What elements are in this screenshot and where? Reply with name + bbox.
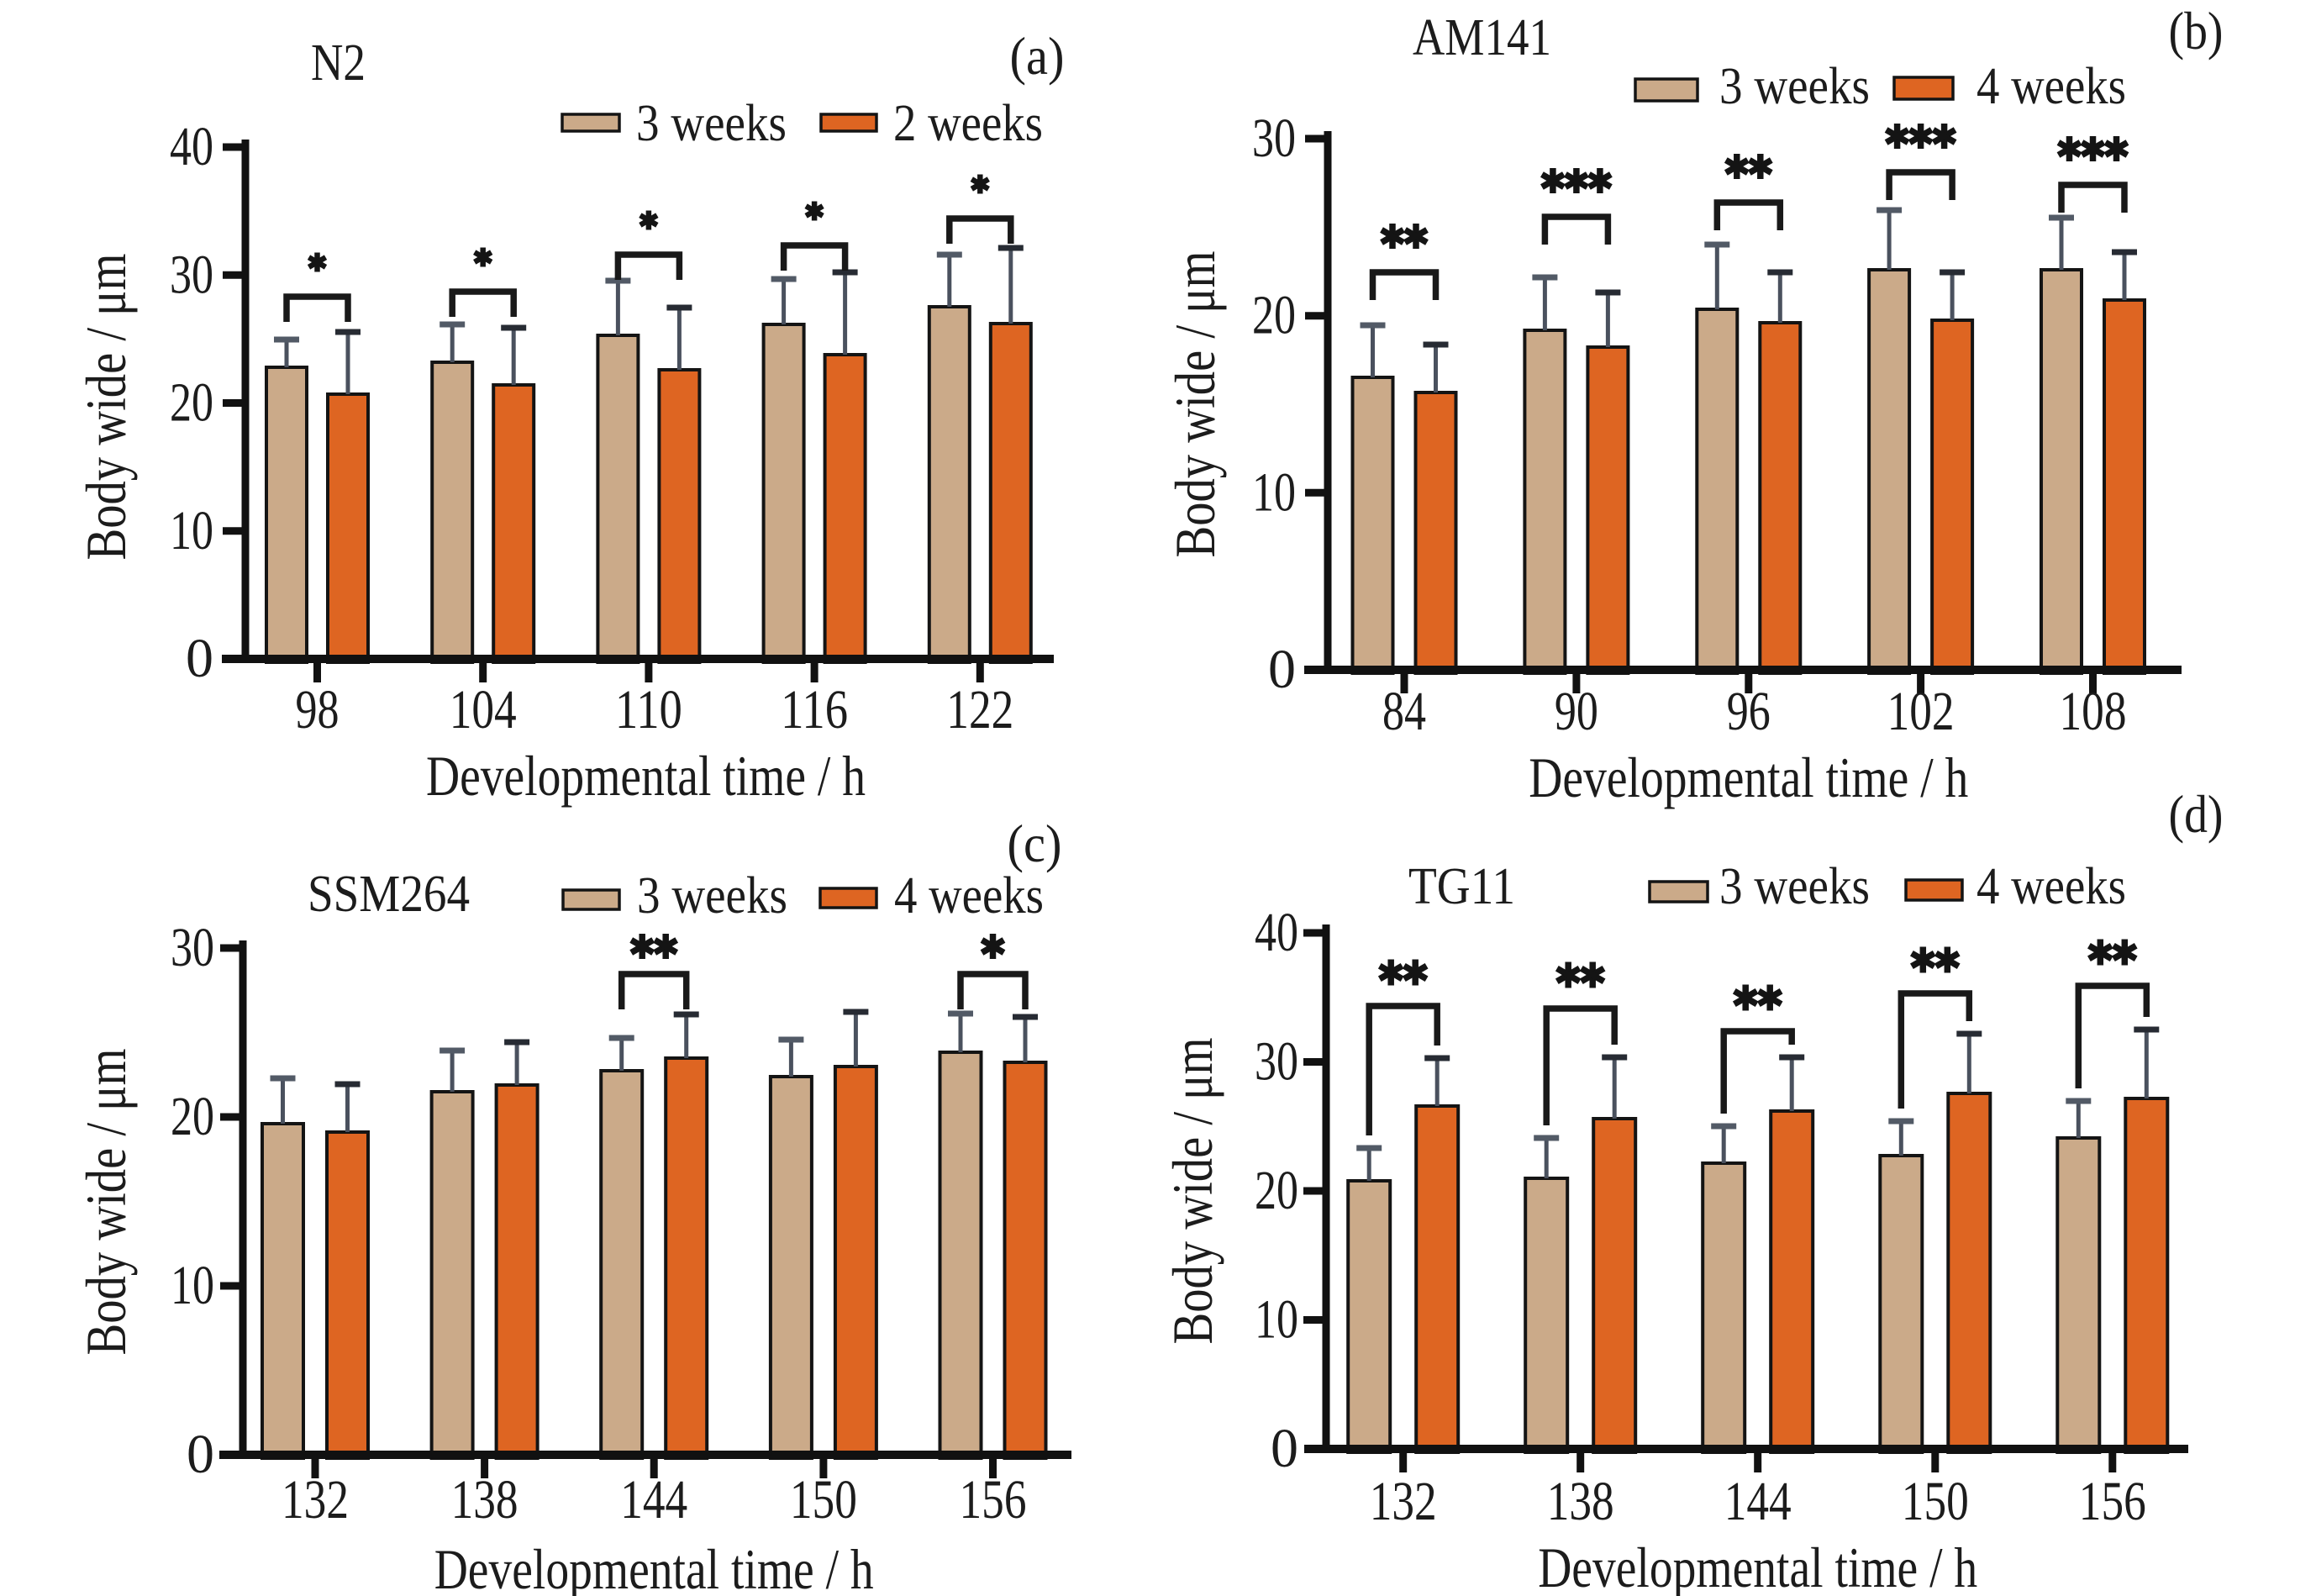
svg-text:0: 0 xyxy=(187,1424,214,1485)
svg-text:4 weeks: 4 weeks xyxy=(894,867,1044,924)
svg-text:30: 30 xyxy=(1252,108,1296,169)
svg-text:4 weeks: 4 weeks xyxy=(1976,58,2126,115)
svg-text:40: 40 xyxy=(1255,902,1298,963)
svg-text:(c): (c) xyxy=(1008,814,1062,873)
svg-text:150: 150 xyxy=(1902,1471,1969,1532)
svg-text:144: 144 xyxy=(620,1469,687,1530)
svg-text:0: 0 xyxy=(186,628,213,689)
svg-text:90: 90 xyxy=(1555,681,1598,742)
svg-text:3 weeks: 3 weeks xyxy=(1719,858,1870,915)
svg-text:0: 0 xyxy=(1271,1418,1298,1479)
svg-text:3 weeks: 3 weeks xyxy=(636,95,787,152)
svg-text:30: 30 xyxy=(170,244,213,305)
svg-text:Developmental time / h: Developmental time / h xyxy=(426,744,866,808)
svg-text:138: 138 xyxy=(451,1469,518,1530)
svg-text:96: 96 xyxy=(1727,681,1771,742)
svg-text:N2: N2 xyxy=(311,34,366,92)
svg-text:Body wide / μm: Body wide / μm xyxy=(74,1049,138,1356)
svg-text:20: 20 xyxy=(1255,1160,1298,1221)
svg-text:4 weeks: 4 weeks xyxy=(1976,858,2126,915)
svg-text:122: 122 xyxy=(946,679,1013,740)
svg-text:TG11: TG11 xyxy=(1408,858,1515,915)
svg-text:10: 10 xyxy=(1255,1289,1298,1351)
svg-text:(d): (d) xyxy=(2169,784,2224,844)
svg-text:3 weeks: 3 weeks xyxy=(1719,58,1870,115)
svg-text:AM141: AM141 xyxy=(1413,9,1551,66)
svg-text:132: 132 xyxy=(282,1469,349,1530)
svg-text:138: 138 xyxy=(1547,1471,1614,1532)
svg-text:132: 132 xyxy=(1370,1471,1437,1532)
svg-text:20: 20 xyxy=(170,372,213,434)
svg-text:Body wide / μm: Body wide / μm xyxy=(74,254,138,561)
svg-text:Body wide / μm: Body wide / μm xyxy=(1163,251,1227,558)
svg-text:156: 156 xyxy=(960,1469,1027,1530)
svg-text:104: 104 xyxy=(450,679,517,740)
svg-text:30: 30 xyxy=(171,917,214,978)
svg-text:116: 116 xyxy=(781,679,848,740)
svg-text:84: 84 xyxy=(1382,681,1426,742)
svg-text:108: 108 xyxy=(2060,681,2127,742)
svg-text:110: 110 xyxy=(615,679,682,740)
svg-text:3 weeks: 3 weeks xyxy=(637,867,787,924)
svg-text:(b): (b) xyxy=(2169,1,2224,61)
svg-text:40: 40 xyxy=(170,116,213,177)
svg-text:Developmental time / h: Developmental time / h xyxy=(1529,745,1968,809)
svg-text:10: 10 xyxy=(171,1255,214,1316)
svg-text:Developmental time / h: Developmental time / h xyxy=(434,1537,874,1596)
svg-text:156: 156 xyxy=(2079,1471,2146,1532)
svg-text:(a): (a) xyxy=(1010,26,1065,86)
svg-text:2 weeks: 2 weeks xyxy=(893,95,1043,152)
svg-text:98: 98 xyxy=(296,679,340,740)
svg-text:SSM264: SSM264 xyxy=(308,866,470,923)
svg-text:102: 102 xyxy=(1887,681,1955,742)
svg-text:0: 0 xyxy=(1268,639,1296,700)
svg-text:30: 30 xyxy=(1255,1031,1298,1093)
svg-text:150: 150 xyxy=(790,1469,857,1530)
svg-text:Body wide / μm: Body wide / μm xyxy=(1161,1038,1224,1345)
svg-text:10: 10 xyxy=(170,500,213,561)
svg-text:20: 20 xyxy=(171,1086,214,1147)
svg-text:10: 10 xyxy=(1252,461,1296,523)
svg-text:144: 144 xyxy=(1724,1471,1792,1532)
svg-text:20: 20 xyxy=(1252,285,1296,346)
svg-text:Developmental time / h: Developmental time / h xyxy=(1538,1535,1977,1596)
